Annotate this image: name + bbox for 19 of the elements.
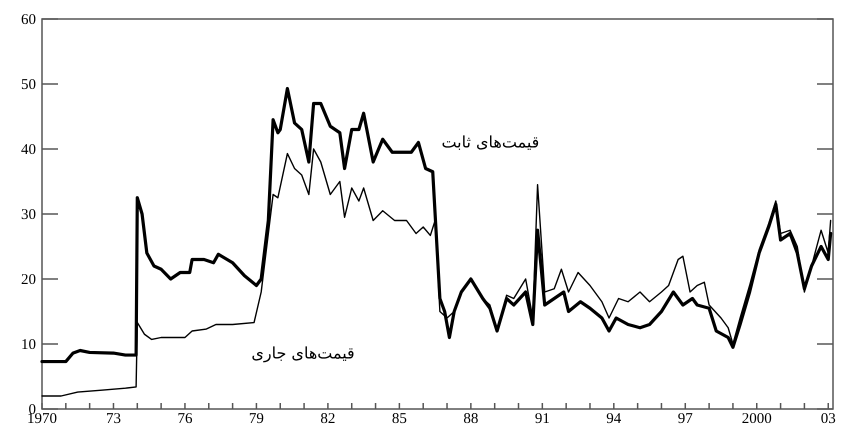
x-tick-label: 79 xyxy=(248,411,264,425)
x-tick-label: 91 xyxy=(534,411,550,425)
series-label: قیمت‌های جاری xyxy=(251,343,355,362)
y-tick-label: 50 xyxy=(21,77,36,93)
y-tick-label: 10 xyxy=(21,337,36,353)
x-tick-label: 97 xyxy=(678,411,694,425)
series-label: قیمت‌های ثابت xyxy=(441,132,540,152)
x-tick-label: 88 xyxy=(463,411,478,425)
y-tick-label: 20 xyxy=(21,272,36,288)
x-tick-label: 73 xyxy=(106,411,121,425)
x-tick-label: 03 xyxy=(820,411,836,425)
y-tick-label: 40 xyxy=(21,142,36,158)
x-tick-label: 76 xyxy=(177,411,193,425)
y-tick-label: 60 xyxy=(21,12,36,28)
x-tick-label: 82 xyxy=(320,411,336,425)
x-tick-label: 2000 xyxy=(742,411,772,425)
x-tick-label: 94 xyxy=(606,411,622,425)
y-tick-label: 30 xyxy=(21,207,36,223)
x-tick-label: 85 xyxy=(392,411,407,425)
